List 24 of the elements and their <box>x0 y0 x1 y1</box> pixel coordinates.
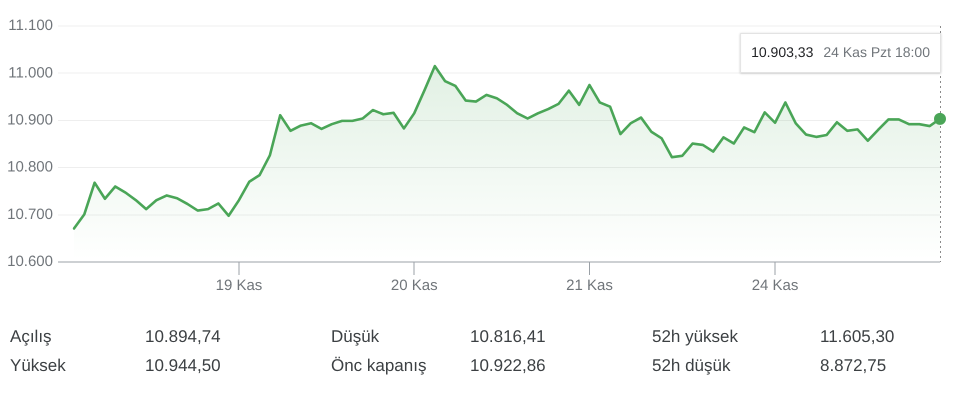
y-tick-label: 10.800 <box>7 158 53 176</box>
text: 11.605,30 <box>820 326 894 348</box>
text: Açılış <box>10 326 52 348</box>
text: Düşük <box>331 326 380 348</box>
annotation: 24 Kas Pzt 18:00 <box>823 44 930 60</box>
text: 10.894,74 <box>145 326 221 348</box>
text: 10.922,86 <box>470 355 546 377</box>
text: 10.816,41 <box>470 326 546 348</box>
x-tick-label: 21 Kas <box>566 277 613 294</box>
y-tick-label: 11.000 <box>8 64 53 82</box>
text: Önc kapanış <box>331 355 426 377</box>
text: 52h yüksek <box>652 326 738 348</box>
x-tick-label: 20 Kas <box>390 277 438 294</box>
y-tick-label: 10.600 <box>7 253 53 270</box>
x-tick-label: 19 Kas <box>216 277 262 294</box>
y-tick-label: 10.700 <box>7 206 53 223</box>
text: 10.944,50 <box>145 355 221 377</box>
y-tick-label: 11.100 <box>8 17 53 34</box>
annotation: 10.903,33 <box>751 44 814 60</box>
y-tick-label: 10.900 <box>7 112 53 129</box>
text: Yüksek <box>10 355 66 377</box>
text: 8.872,75 <box>820 355 886 377</box>
text: 52h düşük <box>652 355 730 377</box>
x-tick-label: 24 Kas <box>752 277 798 294</box>
